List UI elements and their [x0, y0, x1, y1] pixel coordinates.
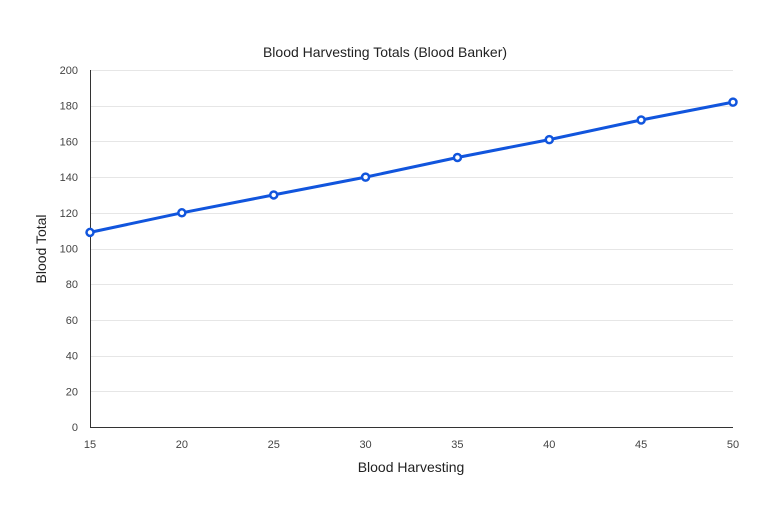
y-tick-label: 40: [66, 351, 78, 363]
y-axis-label: Blood Total: [33, 214, 49, 283]
series-layer: [85, 97, 738, 238]
x-tick-label: 25: [268, 439, 280, 451]
y-tick-label: 100: [60, 244, 78, 256]
y-tick-label: 180: [60, 101, 78, 113]
x-axis-ticks: 15 20 25 30 35 40 45 50: [84, 439, 739, 451]
x-tick-label: 30: [359, 439, 371, 451]
data-point: [85, 227, 95, 238]
data-point: [636, 115, 646, 125]
chart-title: Blood Harvesting Totals (Blood Banker): [263, 44, 507, 60]
data-point: [268, 190, 279, 200]
x-axis-label: Blood Harvesting: [358, 459, 465, 475]
data-point: [452, 152, 463, 163]
y-tick-label: 80: [66, 279, 78, 291]
x-tick-label: 15: [84, 439, 96, 451]
data-point: [177, 208, 187, 218]
y-tick-label: 0: [72, 422, 78, 434]
x-tick-label: 45: [635, 439, 647, 451]
y-tick-label: 20: [66, 386, 78, 398]
y-tick-label: 140: [60, 172, 78, 184]
y-tick-label: 200: [60, 65, 78, 77]
x-tick-label: 35: [451, 439, 463, 451]
data-point: [360, 172, 371, 182]
x-tick-label: 40: [543, 439, 555, 451]
x-tick-label: 20: [176, 439, 188, 451]
grid-lines: [90, 70, 733, 392]
series-line: [88, 100, 735, 234]
y-tick-label: 60: [66, 315, 78, 327]
y-tick-label: 120: [60, 208, 78, 220]
y-axis-ticks: 0 20 40 60 80 100 120 140 160 180 200: [60, 65, 78, 434]
axes: [90, 70, 733, 428]
y-tick-label: 160: [60, 136, 78, 148]
data-point: [728, 97, 738, 107]
x-tick-label: 50: [727, 439, 739, 451]
data-point: [544, 134, 555, 145]
